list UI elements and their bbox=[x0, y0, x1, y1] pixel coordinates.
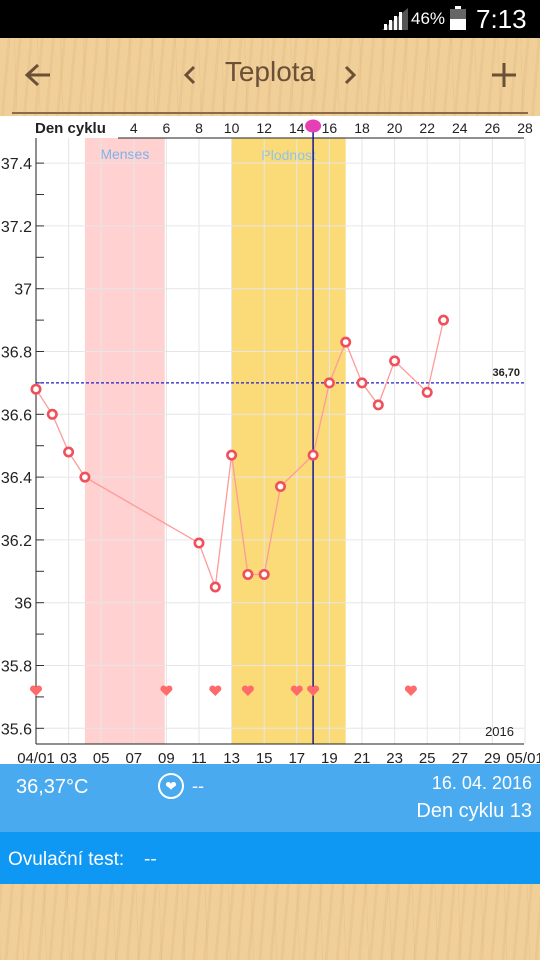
temperature-point[interactable] bbox=[193, 537, 205, 549]
cycle-axis-label: Den cyklu bbox=[35, 120, 106, 137]
status-bar: 46% 7:13 bbox=[0, 0, 540, 38]
y-tick-label: 37 bbox=[14, 282, 32, 299]
ovulation-test-bar[interactable]: Ovulační test: -- bbox=[0, 832, 540, 884]
ovulation-marker bbox=[305, 119, 322, 133]
intercourse-heart-icon bbox=[241, 685, 254, 696]
cycle-tick-label: 18 bbox=[354, 120, 370, 136]
y-tick-label: 36.6 bbox=[1, 407, 32, 424]
temperature-point[interactable] bbox=[372, 399, 384, 411]
previous-chart-button[interactable] bbox=[172, 38, 208, 112]
chevron-right-icon bbox=[344, 65, 357, 85]
x-tick-label: 21 bbox=[354, 750, 371, 764]
temperature-point[interactable] bbox=[356, 377, 368, 389]
temperature-point[interactable] bbox=[63, 446, 75, 458]
cycle-tick-label: 22 bbox=[419, 120, 435, 136]
y-tick-label: 36.8 bbox=[1, 345, 32, 362]
temperature-point[interactable] bbox=[226, 449, 238, 461]
intercourse-heart-icon bbox=[307, 685, 320, 696]
coverline-label: 36,70 bbox=[492, 367, 520, 379]
y-tick-label: 36.4 bbox=[1, 470, 32, 487]
cellular-signal-icon bbox=[382, 8, 408, 30]
intercourse-heart-icon bbox=[160, 685, 173, 696]
temperature-point[interactable] bbox=[437, 314, 449, 326]
cycle-tick-label: 26 bbox=[485, 120, 501, 136]
x-tick-label: 04/01 bbox=[17, 750, 55, 764]
cycle-tick-label: 28 bbox=[517, 120, 533, 136]
cycle-tick-label: 14 bbox=[289, 120, 305, 136]
temperature-point[interactable] bbox=[340, 336, 352, 348]
add-button[interactable] bbox=[480, 38, 528, 112]
intercourse-value: -- bbox=[192, 776, 204, 796]
x-tick-label: 11 bbox=[191, 750, 207, 764]
x-tick-label: 05/01 bbox=[506, 750, 540, 764]
cycle-tick-label: 12 bbox=[256, 120, 272, 136]
selected-temperature: 36,37°C bbox=[16, 776, 89, 798]
battery-percentage: 46% bbox=[411, 9, 446, 28]
intercourse-heart-icon bbox=[209, 685, 222, 696]
selected-cycle-day: Den cyklu 13 bbox=[416, 800, 532, 822]
chart-svg[interactable]: Menses Plodnost 35.6 35.8 36 36.2 36.4 36.6 36.8… bbox=[0, 116, 540, 764]
clock: 7:13 bbox=[476, 4, 527, 34]
temperature-point[interactable] bbox=[209, 581, 221, 593]
y-tick-label: 37.2 bbox=[1, 219, 32, 236]
arrow-left-icon bbox=[24, 63, 50, 87]
x-tick-label: 05 bbox=[93, 750, 110, 764]
chevron-left-icon bbox=[183, 65, 196, 85]
cycle-tick-label: 6 bbox=[163, 120, 171, 136]
fertile-label: Plodnost bbox=[261, 147, 316, 163]
y-tick-label: 36.2 bbox=[1, 533, 32, 550]
back-button[interactable] bbox=[14, 38, 62, 112]
temperature-point[interactable] bbox=[30, 383, 42, 395]
temperature-point[interactable] bbox=[323, 377, 335, 389]
temperature-point[interactable] bbox=[79, 471, 91, 483]
fertile-band bbox=[231, 138, 346, 744]
temperature-point[interactable] bbox=[307, 449, 319, 461]
toolbar-divider bbox=[12, 112, 528, 114]
day-info-bar: 36,37°C ❤ -- 16. 04. 2016 Den cyklu 13 bbox=[0, 764, 540, 832]
cycle-tick-label: 4 bbox=[130, 120, 138, 136]
intercourse-heart-icon bbox=[404, 685, 417, 696]
cycle-tick-label: 16 bbox=[322, 120, 338, 136]
cycle-tick-label: 20 bbox=[387, 120, 403, 136]
x-tick-label: 17 bbox=[288, 750, 305, 764]
battery-icon bbox=[450, 6, 466, 30]
x-tick-label: 15 bbox=[256, 750, 273, 764]
selected-date: 16. 04. 2016 bbox=[431, 773, 532, 793]
temperature-point[interactable] bbox=[421, 386, 433, 398]
x-tick-label: 23 bbox=[386, 750, 403, 764]
y-tick-label: 36 bbox=[14, 596, 32, 613]
temperature-point[interactable] bbox=[274, 481, 286, 493]
next-chart-button[interactable] bbox=[332, 38, 368, 112]
x-tick-label: 19 bbox=[321, 750, 338, 764]
cycle-tick-label: 8 bbox=[195, 120, 203, 136]
temperature-point[interactable] bbox=[46, 408, 58, 420]
x-tick-label: 09 bbox=[158, 750, 175, 764]
ovulation-test-label: Ovulační test: bbox=[8, 849, 125, 870]
y-tick-label: 37.4 bbox=[1, 156, 32, 173]
screen-title: Teplota bbox=[224, 56, 316, 87]
x-tick-label: 27 bbox=[451, 750, 468, 764]
x-tick-label: 07 bbox=[125, 750, 142, 764]
intercourse-heart-icon bbox=[290, 685, 303, 696]
year-label: 2016 bbox=[485, 724, 514, 739]
intercourse-heart-icon bbox=[29, 685, 43, 696]
x-tick-label: 03 bbox=[60, 750, 77, 764]
x-tick-label: 13 bbox=[223, 750, 240, 764]
x-tick-label: 29 bbox=[484, 750, 501, 764]
menses-label: Menses bbox=[100, 146, 149, 162]
menses-band bbox=[84, 138, 165, 744]
y-tick-label: 35.6 bbox=[1, 721, 32, 738]
temperature-chart[interactable]: Menses Plodnost 35.6 35.8 36 36.2 36.4 36.6 36.8… bbox=[0, 116, 540, 764]
ovulation-test-value: -- bbox=[144, 849, 157, 870]
temperature-point[interactable] bbox=[242, 568, 254, 580]
heart-icon: ❤ bbox=[158, 773, 184, 799]
temperature-point[interactable] bbox=[258, 568, 270, 580]
x-tick-label: 25 bbox=[419, 750, 436, 764]
plus-icon bbox=[492, 63, 516, 87]
cycle-tick-label: 24 bbox=[452, 120, 468, 136]
cycle-tick-label: 10 bbox=[224, 120, 240, 136]
toolbar: Teplota bbox=[0, 38, 540, 116]
y-tick-label: 35.8 bbox=[1, 659, 32, 676]
temperature-point[interactable] bbox=[389, 355, 401, 367]
